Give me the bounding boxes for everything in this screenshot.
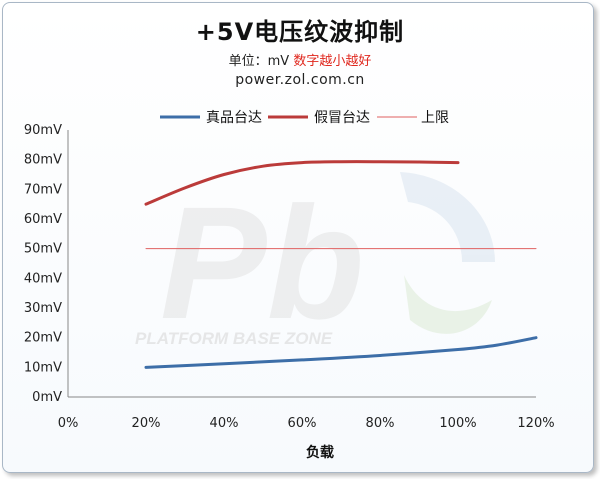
x-tick-label: 20% <box>132 416 161 431</box>
y-tick-label: 80mV <box>24 153 62 168</box>
x-tick-label: 40% <box>210 416 239 431</box>
chart-title: +5V电压纹波抑制 <box>195 18 405 46</box>
x-axis-label: 负载 <box>306 444 334 461</box>
y-tick-label: 20mV <box>24 331 62 346</box>
legend-label-counterfeit: 假冒台达 <box>314 110 370 126</box>
y-tick-label: 70mV <box>24 182 62 197</box>
x-tick-label: 0% <box>58 416 79 431</box>
y-tick-label: 30mV <box>24 301 62 316</box>
legend-label-limit: 上限 <box>421 110 449 126</box>
series-line-genuine <box>144 336 538 369</box>
y-tick-labels: 0mV 10mV 20mV 30mV 40mV 50mV 60mV 70mV 80mV 90mV <box>24 123 62 405</box>
x-tick-label: 120% <box>517 416 554 431</box>
note-label: 数字越小越好 <box>293 54 372 69</box>
y-tick-label: 10mV <box>24 360 62 375</box>
chart-subtitle: 单位：mV 数字越小越好 <box>0 50 600 69</box>
watermark: Pb PLATFORM BASE ZONE <box>135 172 495 352</box>
y-tick-label: 40mV <box>24 271 62 286</box>
legend-label-genuine: 真品台达 <box>206 110 262 126</box>
watermark-arc-green-icon <box>404 275 492 334</box>
y-tick-label: 0mV <box>32 390 62 405</box>
series-group <box>144 160 538 369</box>
x-tick-label: 80% <box>366 416 395 431</box>
x-tick-label: 100% <box>439 416 476 431</box>
watermark-arc-blue-icon <box>400 172 495 262</box>
series-line-counterfeit <box>144 160 460 206</box>
unit-label: 单位：mV <box>228 54 290 69</box>
y-tick-label: 50mV <box>24 242 62 257</box>
chart-frame <box>2 2 594 473</box>
y-tick-label: 60mV <box>24 212 62 227</box>
watermark-letters: Pb <box>160 173 364 352</box>
x-tick-label: 60% <box>288 416 317 431</box>
site-url: power.zol.com.cn <box>235 72 365 88</box>
x-tick-labels: 0% 20% 40% 60% 80% 100% 120% <box>58 416 555 431</box>
watermark-text: PLATFORM BASE ZONE <box>135 329 333 348</box>
legend: 真品台达 假冒台达 上限 <box>160 110 449 126</box>
y-tick-label: 90mV <box>24 123 62 138</box>
